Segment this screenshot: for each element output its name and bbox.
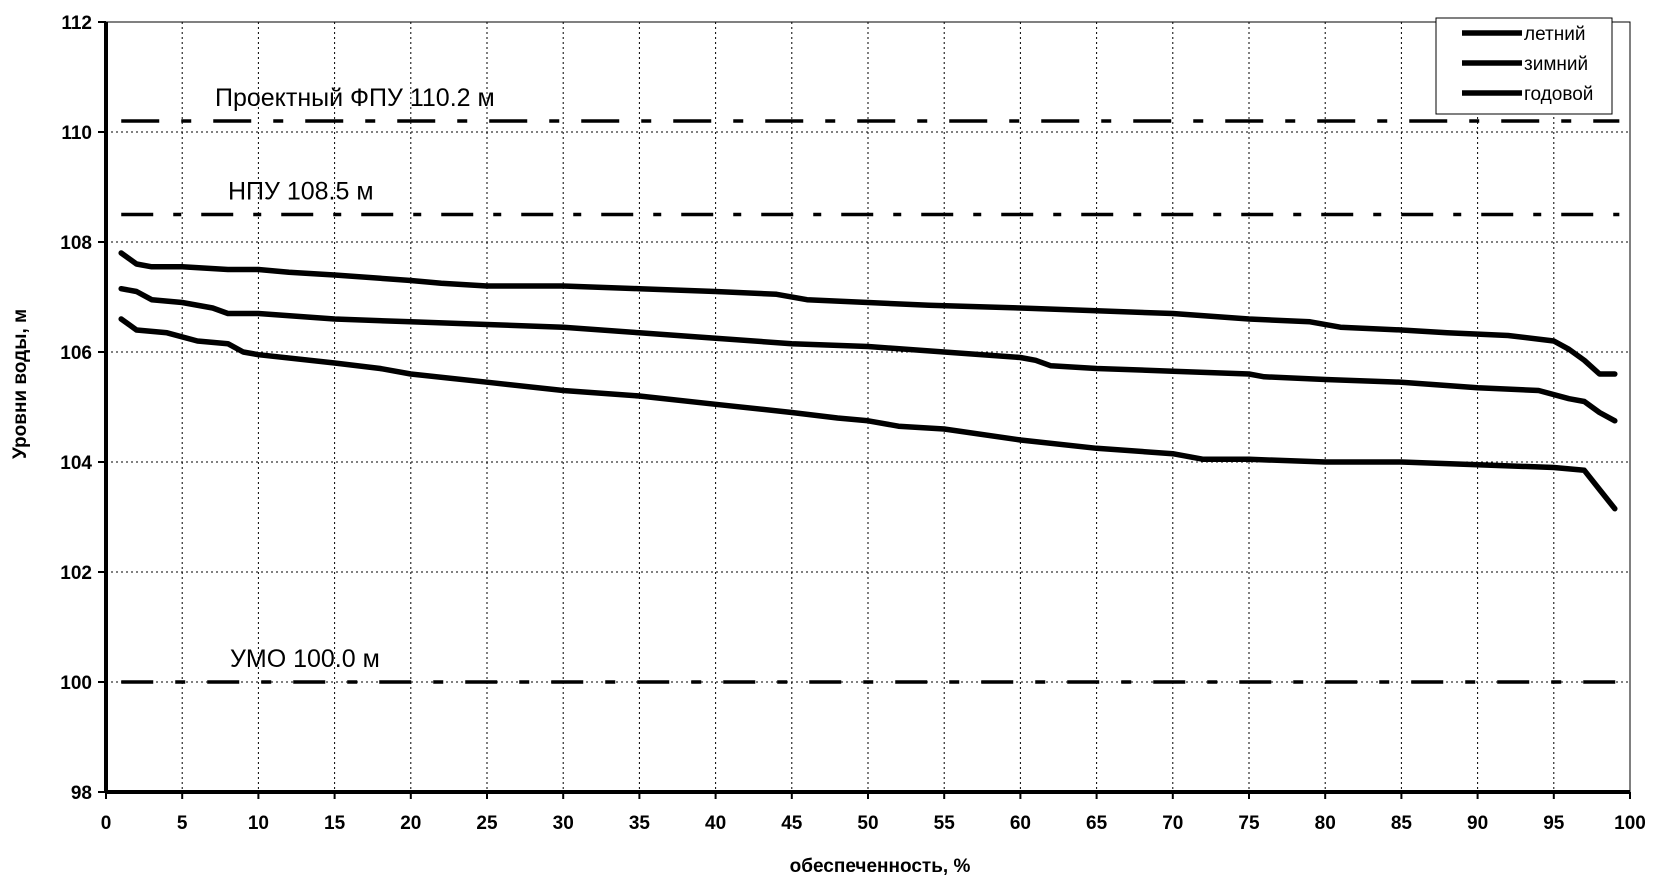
y-tick-labels: 98 100 102 104 106 108 110 112	[60, 13, 92, 804]
reference-line-label: Проектный ФПУ 110.2 м	[215, 84, 495, 112]
legend-label: зимний	[1524, 54, 1588, 75]
y-tick-label: 112	[61, 13, 92, 34]
x-tick-label: 15	[324, 813, 346, 834]
y-tick-label: 106	[60, 343, 92, 364]
y-axis-title: Уровни воды, м	[10, 309, 31, 459]
x-tick-label: 55	[934, 813, 956, 834]
y-tick-label: 108	[60, 233, 92, 254]
x-tick-label: 80	[1315, 813, 1336, 834]
x-tick-label: 100	[1614, 813, 1646, 834]
x-tick-labels: 0 5 10 15 20 25 30 35 40 45 50 55 60 65 70 75 80 85 90 95 10…	[101, 813, 1646, 834]
legend-label: летний	[1524, 24, 1585, 45]
y-tick-label: 100	[60, 673, 92, 694]
x-tick-label: 75	[1238, 813, 1260, 834]
grid	[106, 22, 1630, 792]
y-tick-label: 104	[60, 453, 92, 474]
series-line	[118, 285, 1618, 424]
series-line	[118, 250, 1618, 377]
x-tick-label: 40	[705, 813, 726, 834]
reference-line-label: НПУ 108.5 м	[228, 178, 374, 206]
x-tick-label: 10	[248, 813, 269, 834]
x-tick-label: 70	[1162, 813, 1183, 834]
x-tick-label: 30	[553, 813, 574, 834]
x-tick-label: 65	[1086, 813, 1108, 834]
y-tick-label: 102	[60, 563, 92, 584]
axes	[98, 21, 1631, 799]
x-tick-label: 5	[177, 813, 188, 834]
x-tick-label: 45	[781, 813, 803, 834]
x-tick-label: 25	[476, 813, 498, 834]
x-tick-label: 0	[101, 813, 112, 834]
legend: летний зимний годовой	[1435, 17, 1613, 115]
x-tick-label: 50	[857, 813, 878, 834]
x-tick-label: 35	[629, 813, 651, 834]
reference-lines: Проектный ФПУ 110.2 м НПУ 108.5 м УМО 100.…	[121, 84, 1620, 684]
x-tick-label: 90	[1467, 813, 1488, 834]
x-axis-title: обеспеченность, %	[790, 856, 971, 877]
x-tick-label: 60	[1010, 813, 1031, 834]
y-tick-label: 110	[61, 123, 92, 144]
series-line	[118, 316, 1618, 512]
x-tick-label: 95	[1543, 813, 1565, 834]
x-tick-label: 20	[400, 813, 421, 834]
legend-label: годовой	[1524, 84, 1593, 105]
reference-line-label: УМО 100.0 м	[230, 645, 380, 673]
x-tick-label: 85	[1391, 813, 1413, 834]
series-lines	[118, 250, 1618, 512]
y-tick-label: 98	[71, 783, 92, 804]
